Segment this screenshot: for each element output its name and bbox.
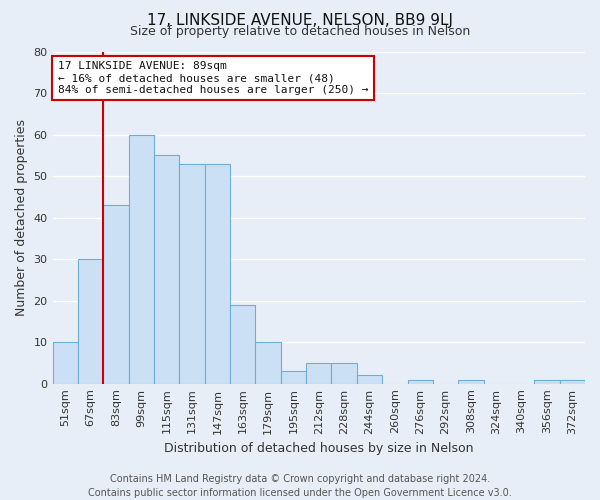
Bar [230, 305, 256, 384]
Text: Contains HM Land Registry data © Crown copyright and database right 2024.
Contai: Contains HM Land Registry data © Crown c… [88, 474, 512, 498]
Bar [78, 259, 103, 384]
Bar [205, 164, 230, 384]
Bar [357, 376, 382, 384]
Text: 17, LINKSIDE AVENUE, NELSON, BB9 9LJ: 17, LINKSIDE AVENUE, NELSON, BB9 9LJ [147, 12, 453, 28]
Bar [560, 380, 585, 384]
Y-axis label: Number of detached properties: Number of detached properties [15, 119, 28, 316]
Text: 17 LINKSIDE AVENUE: 89sqm
← 16% of detached houses are smaller (48)
84% of semi-: 17 LINKSIDE AVENUE: 89sqm ← 16% of detac… [58, 62, 368, 94]
Bar [306, 363, 331, 384]
X-axis label: Distribution of detached houses by size in Nelson: Distribution of detached houses by size … [164, 442, 473, 455]
Text: Size of property relative to detached houses in Nelson: Size of property relative to detached ho… [130, 25, 470, 38]
Bar [331, 363, 357, 384]
Bar [458, 380, 484, 384]
Bar [256, 342, 281, 384]
Bar [407, 380, 433, 384]
Bar [179, 164, 205, 384]
Bar [128, 134, 154, 384]
Bar [154, 156, 179, 384]
Bar [534, 380, 560, 384]
Bar [281, 371, 306, 384]
Bar [53, 342, 78, 384]
Bar [103, 205, 128, 384]
